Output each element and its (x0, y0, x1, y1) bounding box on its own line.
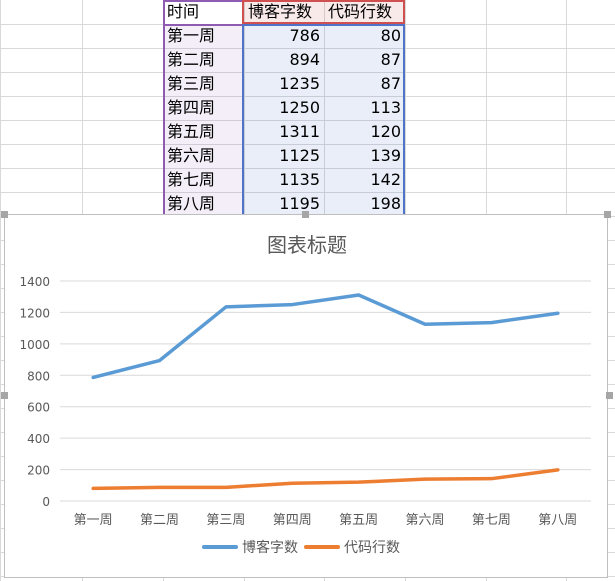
data-point (358, 294, 360, 296)
cell-code-lines[interactable]: 139 (370, 146, 401, 165)
y-tick-label: 0 (42, 495, 50, 509)
cell-blog-words[interactable]: 1250 (279, 98, 320, 117)
cell-code-lines[interactable]: 87 (380, 74, 401, 93)
cell-code-lines[interactable]: 87 (380, 50, 401, 69)
data-point (159, 486, 161, 488)
y-tick-label: 200 (27, 464, 50, 478)
data-point (92, 376, 94, 378)
cell-code-lines[interactable]: 80 (380, 26, 401, 45)
y-tick-label: 400 (27, 432, 50, 446)
cell-code-lines[interactable]: 120 (370, 122, 401, 141)
data-point (291, 482, 293, 484)
cell-week[interactable]: 第一周 (167, 26, 216, 45)
data-point (225, 486, 227, 488)
data-point (159, 360, 161, 362)
data-point (92, 487, 94, 489)
cell-week[interactable]: 第四周 (167, 98, 216, 117)
data-point (358, 481, 360, 483)
cell-blog-words[interactable]: 894 (289, 50, 320, 69)
cell-blog-words[interactable]: 1135 (279, 170, 320, 189)
x-tick-label: 第三周 (206, 513, 245, 528)
cell-blog-words[interactable]: 1195 (279, 194, 320, 213)
cell-week[interactable]: 第二周 (167, 50, 216, 69)
resize-handle-top-left[interactable] (1, 211, 8, 218)
data-point (490, 478, 492, 480)
cell-code-lines[interactable]: 198 (370, 194, 401, 213)
cell-code-lines[interactable]: 142 (370, 170, 401, 189)
x-tick-label: 第八周 (538, 513, 577, 528)
data-point (490, 322, 492, 324)
cell-blog-words[interactable]: 1125 (279, 146, 320, 165)
cell-week[interactable]: 第七周 (167, 170, 216, 189)
line-chart[interactable]: 图表标题 0 200 400 600 800 1000 1200 1400 第一周 第二周 第三周 第… (4, 214, 608, 578)
data-point (225, 306, 227, 308)
cell-blog-words[interactable]: 1311 (279, 122, 320, 141)
data-point (291, 304, 293, 306)
y-tick-label: 1200 (19, 306, 50, 320)
y-tick-label: 800 (27, 369, 50, 383)
cell-blog-words[interactable]: 786 (289, 26, 320, 45)
selection-range-values[interactable] (242, 24, 405, 216)
x-tick-label: 第一周 (74, 513, 113, 528)
x-tick-label: 第四周 (273, 513, 312, 528)
cell-week[interactable]: 第五周 (167, 122, 216, 141)
x-tick-label: 第七周 (472, 513, 511, 528)
cell-week[interactable]: 第八周 (167, 194, 216, 213)
x-tick-label: 第六周 (406, 513, 445, 528)
resize-handle-top-center[interactable] (302, 211, 309, 218)
cell-blog-words[interactable]: 1235 (279, 74, 320, 93)
header-cell-code-lines[interactable]: 代码行数 (328, 2, 393, 21)
data-point (557, 469, 559, 471)
cell-week[interactable]: 第六周 (167, 146, 216, 165)
selection-header-series (242, 0, 405, 24)
y-tick-label: 1400 (19, 275, 50, 289)
resize-handle-top-right[interactable] (604, 211, 611, 218)
data-point (557, 312, 559, 314)
series-line-2 (91, 468, 560, 491)
cell-week[interactable]: 第三周 (167, 74, 216, 93)
y-tick-label: 1000 (19, 338, 50, 352)
resize-handle-middle-left[interactable] (1, 392, 8, 399)
data-point (424, 323, 426, 325)
resize-handle-middle-right[interactable] (606, 392, 613, 399)
chart-title[interactable]: 图表标题 (267, 233, 347, 257)
header-cell-blog-words[interactable]: 博客字数 (248, 2, 313, 21)
legend-label-1: 博客字数 (242, 539, 298, 556)
cell-code-lines[interactable]: 113 (370, 98, 401, 117)
x-tick-label: 第五周 (339, 513, 378, 528)
chart-plot-area[interactable]: 0 200 400 600 800 1000 1200 1400 第一周 第二周 第三周 第四周 第五周… (5, 215, 609, 579)
data-point (424, 478, 426, 480)
selection-range-categories[interactable] (163, 24, 244, 216)
y-tick-label: 600 (27, 401, 50, 415)
header-cell-time[interactable]: 时间 (167, 2, 200, 21)
legend-label-2: 代码行数 (344, 540, 400, 556)
x-tick-label: 第二周 (140, 513, 179, 528)
series-line-1 (91, 293, 560, 380)
